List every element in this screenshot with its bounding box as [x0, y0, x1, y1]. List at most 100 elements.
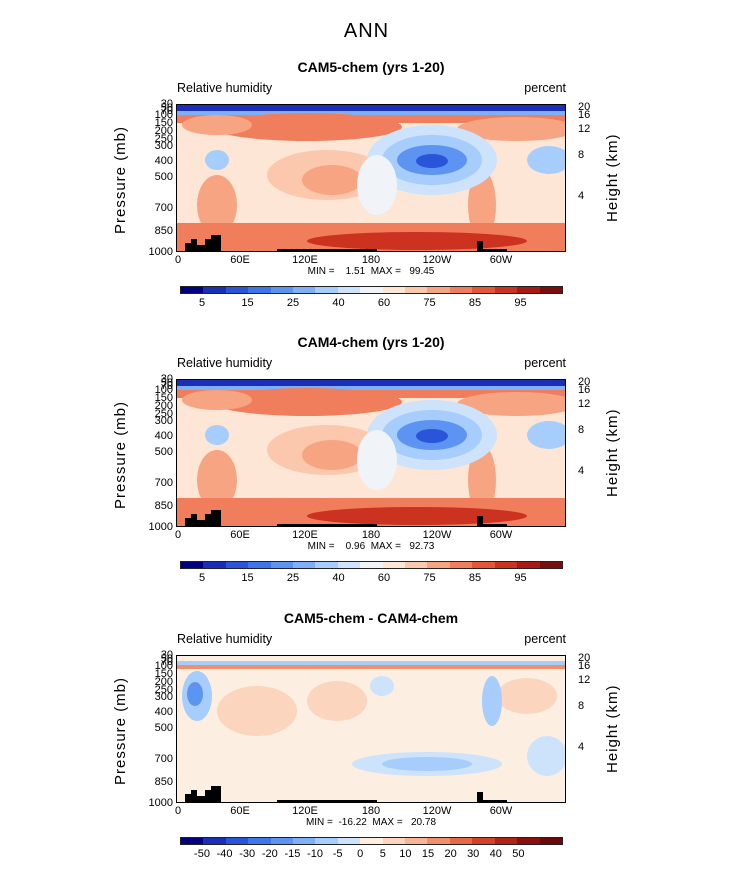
- colorbar: [180, 837, 563, 845]
- pressure-tick-label: 500: [154, 446, 173, 458]
- colorbar-swatch: [248, 562, 271, 568]
- colorbar-swatch: [360, 838, 383, 844]
- colorbar-tick-label: 15: [241, 297, 254, 309]
- colorbar-tick-label: -40: [216, 848, 233, 860]
- colorbar-tick-label: 75: [423, 297, 436, 309]
- longitude-tick-label: 120W: [422, 254, 452, 266]
- min-max-readout: MIN = 1.51 MAX = 99.45: [307, 266, 435, 277]
- strat-dry-band: [177, 380, 565, 386]
- strat-band-2: [177, 386, 565, 390]
- colorbar-tick-label: 25: [286, 572, 300, 584]
- colorbar-tick-label: -20: [261, 848, 278, 860]
- longitude-tick-label: 180: [361, 529, 381, 541]
- longitude-tick-label: 120W: [422, 805, 452, 817]
- colorbar-tick-label: 0: [357, 848, 364, 860]
- units-label: percent: [524, 81, 566, 95]
- colorbar-swatch: [181, 562, 204, 568]
- colorbar: [180, 286, 563, 294]
- upper-moist-region: [212, 388, 402, 416]
- colorbar-swatch: [405, 562, 428, 568]
- pressure-tick-label: 250: [154, 684, 173, 696]
- longitude-tick-label: 180: [361, 805, 381, 817]
- pressure-tick-label: 850: [154, 225, 173, 237]
- pressure-tick-label: 250: [154, 408, 173, 420]
- pressure-tick-label: 200: [154, 400, 173, 412]
- pressure-tick-label: 50: [160, 653, 173, 665]
- longitude-tick-label: 0: [174, 805, 182, 817]
- colorbar-swatch: [315, 562, 338, 568]
- height-tick-label: 20: [578, 376, 591, 388]
- colorbar-tick-label: 85: [468, 572, 482, 584]
- main-title: ANN: [343, 20, 390, 42]
- colorbar-tick-label: -5: [332, 848, 343, 860]
- colorbar-swatch: [203, 562, 226, 568]
- colorbar-swatch: [539, 287, 562, 293]
- height-tick-label: 12: [578, 674, 591, 686]
- colorbar-tick-label: 5: [198, 297, 206, 309]
- colorbar-swatch: [248, 838, 271, 844]
- colorbar-swatch: [472, 838, 495, 844]
- min-max-readout: MIN = -16.22 MAX = 20.78: [305, 817, 437, 828]
- pressure-tick-label: 850: [154, 500, 173, 512]
- pressure-tick-label: 300: [154, 415, 173, 427]
- west-moist-column: [197, 450, 237, 510]
- dry-spot-east: [527, 421, 565, 449]
- colorbar-swatch: [382, 287, 406, 293]
- colorbar-tick-label: -10: [307, 848, 323, 860]
- colorbar-tick-label: -15: [284, 848, 301, 860]
- variable-label: Relative humidity: [177, 632, 273, 646]
- negative-diff-lower-core: [382, 757, 472, 771]
- colorbar-swatch: [337, 838, 361, 844]
- longitude-tick-label: 120E: [292, 254, 318, 266]
- pressure-tick-label: 1000: [148, 246, 173, 258]
- height-tick-label: 20: [578, 101, 591, 113]
- longitude-tick-label: 60W: [489, 805, 513, 817]
- upper-moist-region-west: [182, 390, 252, 410]
- height-tick-label: 20: [578, 652, 591, 664]
- pressure-tick-label: 100: [154, 660, 173, 672]
- y-axis-right-label: Height (km): [604, 133, 621, 222]
- height-tick-label: 8: [578, 149, 585, 161]
- colorbar-swatch: [337, 287, 361, 293]
- pressure-tick-label: 500: [154, 722, 173, 734]
- variable-label: Relative humidity: [177, 81, 273, 95]
- pressure-tick-label: 150: [154, 392, 173, 404]
- colorbar-swatch: [494, 287, 518, 293]
- height-tick-label: 12: [578, 123, 591, 135]
- colorbar-swatch: [293, 562, 316, 568]
- colorbar-swatch: [539, 562, 562, 568]
- colorbar-swatch: [517, 562, 540, 568]
- colorbar-tick-label: 10: [399, 848, 412, 860]
- longitude-tick-label: 120W: [422, 529, 452, 541]
- contour-plot: [176, 655, 566, 803]
- colorbar-swatch: [360, 562, 383, 568]
- negative-diff-east: [482, 676, 502, 726]
- colorbar-swatch: [449, 287, 473, 293]
- height-tick-label: 8: [578, 700, 585, 712]
- boundary-layer-core: [307, 232, 527, 250]
- colorbar-tick-label: 60: [377, 297, 391, 309]
- colorbar-swatch: [225, 838, 249, 844]
- colorbar-swatch: [337, 562, 361, 568]
- pressure-tick-label: 400: [154, 706, 173, 718]
- upper-moist-region-east: [457, 392, 565, 416]
- colorbar-swatch: [449, 562, 473, 568]
- longitude-tick-label: 60E: [230, 805, 250, 817]
- height-tick-label: 4: [578, 741, 585, 753]
- colorbar-swatch: [427, 287, 450, 293]
- colorbar-swatch: [315, 838, 338, 844]
- colorbar-tick-label: 60: [377, 572, 391, 584]
- pressure-tick-label: 200: [154, 676, 173, 688]
- upper-moist-region: [212, 113, 402, 141]
- colorbar-tick-label: 95: [514, 572, 527, 584]
- pressure-tick-label: 700: [154, 202, 173, 214]
- contour-field: [177, 656, 565, 802]
- topography-mask: [185, 510, 507, 526]
- colorbar-swatch: [405, 287, 428, 293]
- pressure-tick-label: 70: [160, 380, 173, 392]
- units-label: percent: [524, 632, 566, 646]
- colorbar-swatch: [203, 287, 226, 293]
- colorbar-tick-label: 15: [421, 848, 435, 860]
- dry-spot-east: [527, 146, 565, 174]
- colorbar-swatch: [382, 562, 406, 568]
